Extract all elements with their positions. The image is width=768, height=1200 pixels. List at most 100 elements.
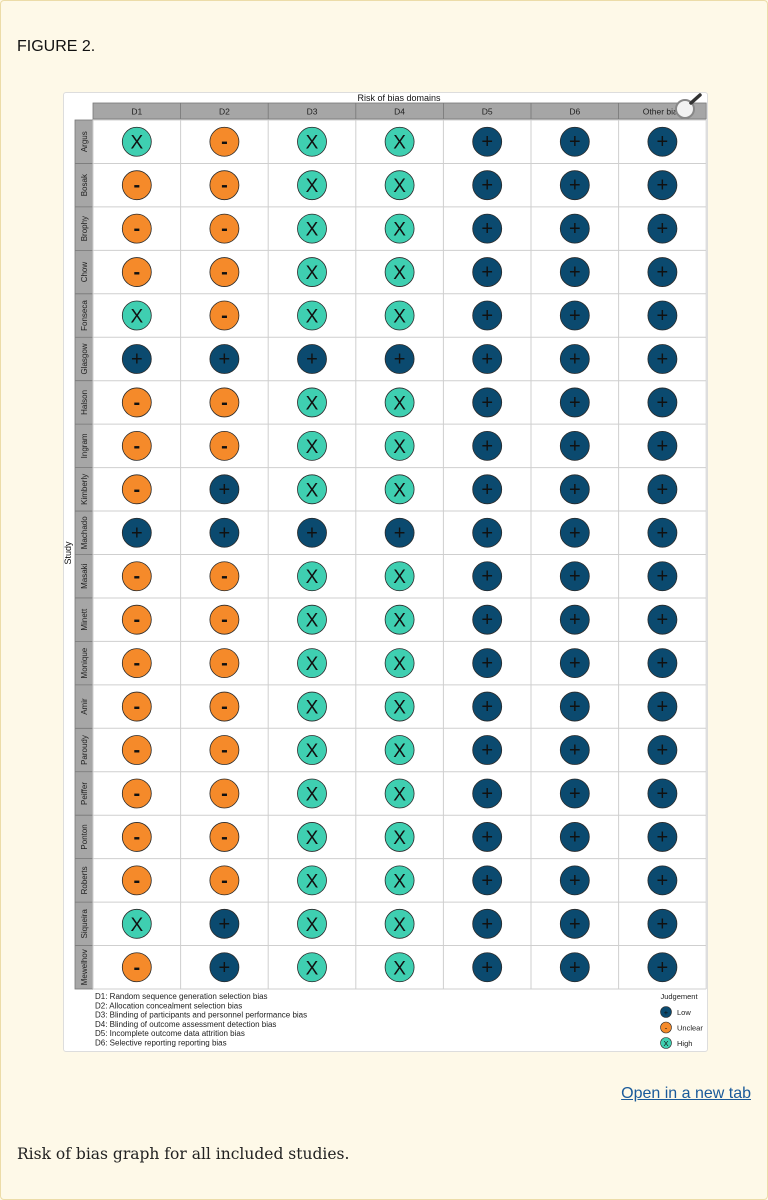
judgement-dot	[647, 126, 678, 157]
judgement-dot	[472, 604, 503, 635]
judgement-high-r15-c3: X	[384, 778, 415, 809]
judgement-symbol: X	[306, 828, 319, 849]
judgement-dot	[647, 213, 678, 244]
judgement-dot	[209, 865, 240, 896]
judgement-symbol: -	[221, 740, 228, 762]
judgement-low-r0-c5: +	[559, 126, 590, 157]
judgement-symbol: X	[306, 393, 319, 414]
judgement-unclear-r6-c1: -	[209, 387, 240, 418]
legend-title: Judgement	[660, 992, 698, 1001]
judgement-symbol: +	[657, 348, 669, 370]
judgement-symbol: +	[569, 305, 581, 327]
judgement-symbol: X	[306, 133, 319, 154]
judgement-symbol: +	[569, 653, 581, 675]
judgement-low-r5-c1: +	[209, 344, 240, 374]
judgement-symbol: +	[657, 479, 669, 501]
judgement-low-r7-c6: +	[647, 430, 678, 461]
judgement-dot	[297, 430, 327, 461]
judgement-low-r4-c4: +	[472, 300, 503, 331]
judgement-symbol: -	[133, 479, 140, 501]
judgement-dot	[121, 952, 152, 983]
domain-header-5: D6	[569, 107, 580, 117]
judgement-symbol: -	[133, 218, 140, 240]
domain-note-4: D5: Incomplete outcome data attrition bi…	[95, 1029, 245, 1038]
judgement-dot	[209, 213, 240, 244]
judgement-dot	[559, 604, 590, 635]
judgement-dot	[647, 474, 678, 505]
open-in-new-tab-link[interactable]: Open in a new tab	[621, 1085, 751, 1102]
judgement-low-r8-c1: +	[209, 474, 240, 505]
judgement-symbol: +	[657, 262, 669, 284]
judgement-symbol: X	[393, 480, 406, 501]
judgement-dot	[384, 387, 415, 418]
judgement-dot	[297, 126, 327, 157]
judgement-low-r0-c6: +	[647, 126, 678, 157]
judgement-high-r7-c3: X	[384, 430, 415, 461]
judgement-dot	[384, 170, 415, 201]
judgement-high-r3-c2: X	[297, 257, 327, 287]
figure-image[interactable]: Risk of bias domains Study D1 D2 D3 D4 D5 D6 O…	[63, 92, 708, 1052]
judgement-dot	[559, 300, 590, 331]
judgement-high-r18-c3: X	[384, 908, 415, 939]
judgement-dot	[472, 561, 503, 592]
judgement-dot	[647, 822, 678, 852]
judgement-symbol: +	[569, 262, 581, 284]
judgement-symbol: +	[569, 913, 581, 935]
judgement-low-r8-c5: +	[559, 474, 590, 505]
judgement-symbol: X	[306, 263, 319, 284]
judgement-low-r9-c1: +	[209, 517, 240, 548]
judgement-dot	[559, 170, 590, 201]
judgement-low-r7-c4: +	[472, 430, 503, 461]
judgement-symbol: X	[306, 915, 319, 936]
study-label-4: Fonseca	[80, 300, 89, 331]
judgement-symbol: +	[219, 522, 231, 544]
judgement-high-r19-c2: X	[297, 952, 327, 983]
judgement-low-r2-c6: +	[647, 213, 678, 244]
judgement-unclear-r15-c0: -	[121, 778, 152, 809]
judgement-symbol: +	[569, 218, 581, 240]
judgement-symbol: +	[219, 348, 231, 370]
domain-header-0: D1	[131, 107, 142, 117]
judgement-dot	[559, 561, 590, 592]
judgement-dot	[121, 865, 152, 896]
magnify-zoom-button[interactable]	[670, 92, 706, 122]
judgement-dot	[297, 387, 327, 418]
judgement-symbol: +	[569, 696, 581, 718]
domain-note-1: D2: Allocation concealment selection bia…	[95, 1001, 242, 1010]
study-label-11: Minett	[80, 608, 89, 631]
judgement-symbol: +	[481, 913, 493, 935]
judgement-low-r16-c6: +	[647, 822, 678, 852]
y-axis-label: Study	[64, 541, 73, 565]
judgement-dot	[472, 735, 503, 765]
judgement-symbol: -	[133, 262, 140, 284]
judgement-dot	[472, 126, 503, 157]
judgement-high-r13-c2: X	[297, 691, 327, 722]
judgement-dot	[297, 648, 327, 679]
judgement-symbol: +	[394, 348, 406, 370]
judgement-dot	[472, 213, 503, 244]
judgement-low-r12-c6: +	[647, 648, 678, 679]
judgement-low-r12-c4: +	[472, 648, 503, 679]
judgement-dot	[209, 648, 240, 679]
judgement-dot	[472, 778, 503, 809]
judgement-unclear-r1-c0: -	[121, 170, 152, 201]
study-label-16: Ponton	[80, 824, 89, 849]
judgement-symbol: +	[131, 522, 143, 544]
study-label-10: Masaki	[80, 563, 89, 589]
judgement-dot	[297, 604, 327, 635]
judgement-dot	[384, 257, 415, 287]
judgement-dot	[559, 735, 590, 765]
judgement-high-r1-c3: X	[384, 170, 415, 201]
judgement-unclear-r16-c0: -	[121, 822, 152, 852]
judgement-unclear-r4-c1: -	[209, 300, 240, 331]
judgement-dot	[297, 778, 327, 809]
judgement-high-r6-c2: X	[297, 387, 327, 418]
judgement-symbol: -	[221, 609, 228, 631]
judgement-dot	[121, 691, 152, 722]
judgement-low-r9-c3: +	[384, 517, 415, 548]
judgement-low-r11-c4: +	[472, 604, 503, 635]
judgement-low-r11-c5: +	[559, 604, 590, 635]
judgement-low-r1-c4: +	[472, 170, 503, 201]
judgement-dot	[472, 344, 503, 374]
judgement-high-r0-c0: X	[121, 126, 152, 157]
